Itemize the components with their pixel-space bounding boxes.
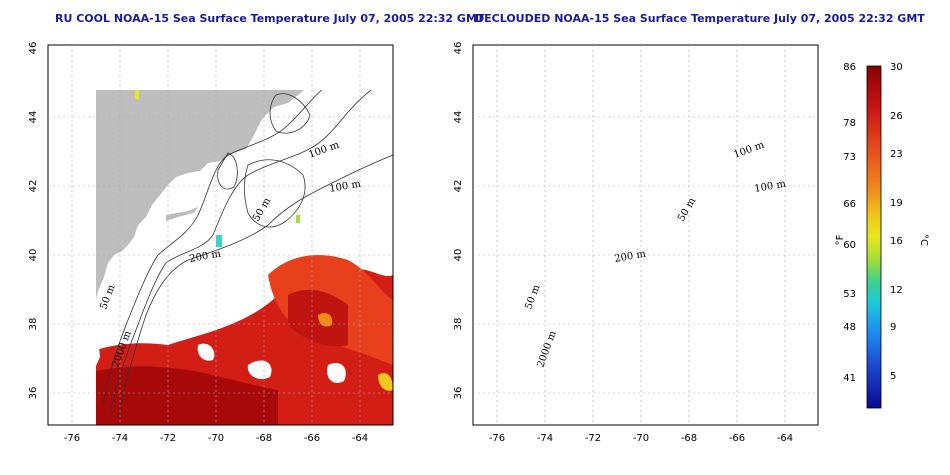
right-map-title: DECLOUDED NOAA-15 Sea Surface Temperatur…	[475, 12, 925, 25]
lon-tick: -66	[729, 433, 745, 444]
colorbar-gradient	[866, 65, 882, 409]
left-cyan-speck	[216, 235, 222, 247]
lat-tick: 44	[453, 111, 464, 124]
lon-tick: -72	[160, 433, 176, 444]
right-lat-labels: 46 44 42 40 38 36	[453, 42, 464, 400]
fahrenheit-label: 66	[843, 199, 856, 210]
lon-tick: -70	[208, 433, 224, 444]
lon-tick: -74	[537, 433, 553, 444]
lat-tick: 38	[453, 318, 464, 331]
lon-tick: -66	[304, 433, 320, 444]
left-lon-labels: -76 -74 -72 -70 -68 -66 -64	[64, 433, 368, 444]
left-map: 100 m 100 m 50 m 200 m 50 m 2000 m 46 44…	[28, 42, 394, 444]
left-green-speck	[296, 215, 300, 223]
right-lon-labels: -76 -74 -72 -70 -68 -66 -64	[489, 433, 793, 444]
lat-tick: 42	[453, 180, 464, 193]
right-map-border	[472, 44, 819, 426]
lon-tick: -76	[489, 433, 505, 444]
celsius-label: 30	[890, 62, 903, 73]
fahrenheit-unit: °F	[835, 234, 846, 245]
left-map-border	[47, 44, 394, 426]
left-lat-labels: 46 44 42 40 38 36	[28, 42, 39, 400]
colorbar-c-labels: 30 26 23 19 16 12 9 5	[890, 62, 903, 382]
fahrenheit-label: 73	[843, 152, 856, 163]
lon-tick: -72	[585, 433, 601, 444]
left-sst-field	[96, 255, 393, 425]
lat-tick: 36	[453, 387, 464, 400]
celsius-label: 12	[890, 285, 903, 296]
celsius-label: 19	[890, 198, 903, 209]
right-map: 100 m 100 m 50 m 200 m 50 m 2000 m 46 44…	[453, 42, 819, 444]
lon-tick: -68	[256, 433, 272, 444]
lat-tick: 40	[453, 249, 464, 262]
lat-tick: 40	[28, 249, 39, 262]
fahrenheit-label: 48	[843, 322, 856, 333]
fahrenheit-label: 60	[843, 240, 856, 251]
colorbar-f-labels: 86 78 73 66 60 53 48 41	[843, 62, 856, 384]
fahrenheit-label: 53	[843, 289, 856, 300]
lon-tick: -76	[64, 433, 80, 444]
celsius-label: 16	[890, 236, 903, 247]
colorbar: 86 78 73 66 60 53 48 41 30 26 23 19 16 1…	[835, 62, 929, 409]
lon-tick: -70	[633, 433, 649, 444]
lat-tick: 46	[453, 42, 464, 55]
celsius-label: 5	[890, 371, 896, 382]
left-graticule	[48, 45, 393, 425]
lat-tick: 38	[28, 318, 39, 331]
celsius-label: 9	[890, 322, 896, 333]
lon-tick: -64	[777, 433, 793, 444]
lat-tick: 46	[28, 42, 39, 55]
left-map-title: RU COOL NOAA-15 Sea Surface Temperature …	[55, 12, 485, 25]
celsius-label: 23	[890, 149, 903, 160]
lon-tick: -64	[352, 433, 368, 444]
lon-tick: -68	[681, 433, 697, 444]
lat-tick: 42	[28, 180, 39, 193]
lon-tick: -74	[112, 433, 128, 444]
lat-tick: 36	[28, 387, 39, 400]
right-map-frame	[473, 45, 818, 425]
celsius-unit: °C	[918, 234, 929, 246]
left-warm-speck	[135, 90, 139, 99]
right-graticule	[473, 45, 818, 425]
fahrenheit-label: 86	[843, 62, 856, 73]
fahrenheit-label: 41	[843, 373, 856, 384]
celsius-label: 26	[890, 111, 903, 122]
fahrenheit-label: 78	[843, 118, 856, 129]
lat-tick: 44	[28, 111, 39, 124]
